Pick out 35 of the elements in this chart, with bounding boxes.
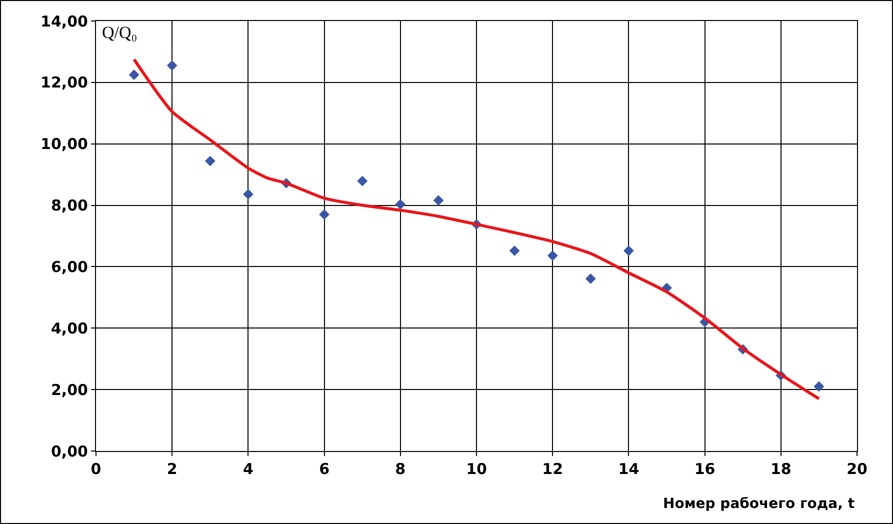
x-tick-label: 10 — [466, 460, 487, 478]
point — [128, 70, 140, 80]
y-tick-label: 14,00 — [40, 12, 88, 30]
y-tick-label: 6,00 — [50, 258, 88, 276]
point — [547, 250, 558, 261]
point — [509, 246, 520, 256]
point — [814, 381, 824, 392]
point — [357, 176, 368, 186]
y-tick-label: 8,00 — [50, 196, 88, 215]
point — [624, 246, 634, 256]
point — [166, 60, 178, 71]
x-tick-label: 16 — [694, 460, 716, 478]
y-axis-title: Q/Q₀ — [102, 23, 138, 42]
x-axis-title: Номер рабочего года, t — [663, 496, 855, 512]
x-tick-label: 20 — [846, 460, 868, 478]
x-tick-label: 8 — [395, 460, 406, 478]
y-tick-label: 12,00 — [40, 74, 88, 92]
x-tick-label: 18 — [770, 460, 792, 478]
x-tick-label: 14 — [618, 460, 640, 478]
point — [243, 189, 254, 200]
point — [204, 156, 216, 166]
point — [585, 273, 596, 284]
x-tick-label: 2 — [166, 460, 178, 478]
x-tick-label: 6 — [319, 460, 330, 478]
y-tick-label: 0,00 — [50, 442, 88, 460]
y-tick-label: 4,00 — [50, 319, 88, 338]
point — [395, 199, 406, 210]
x-tick-label: 12 — [542, 460, 564, 478]
point — [319, 209, 330, 220]
point — [433, 195, 444, 206]
x-tick-label: 4 — [242, 460, 254, 478]
y-tick-label: 10,00 — [40, 135, 88, 154]
y-tick-label: 2,00 — [50, 380, 88, 399]
line-series — [132, 58, 820, 400]
x-tick-label: 0 — [90, 460, 102, 478]
